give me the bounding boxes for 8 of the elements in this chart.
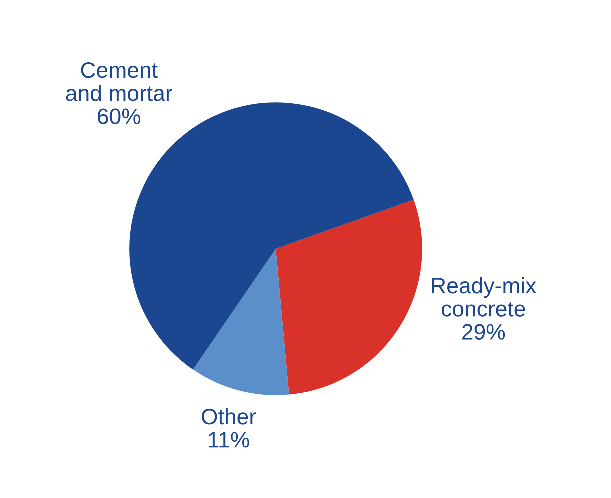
data-label: 11% — [209, 432, 250, 448]
pie-slice — [276, 200, 422, 395]
slice-label: Ready-mix concrete — [432, 277, 536, 317]
slice-label: Cement and mortar — [66, 62, 172, 102]
slice-label: Other — [202, 408, 256, 425]
data-label: 60% — [98, 108, 141, 124]
data-label: 29% — [462, 324, 506, 340]
pie-slice — [193, 249, 290, 396]
